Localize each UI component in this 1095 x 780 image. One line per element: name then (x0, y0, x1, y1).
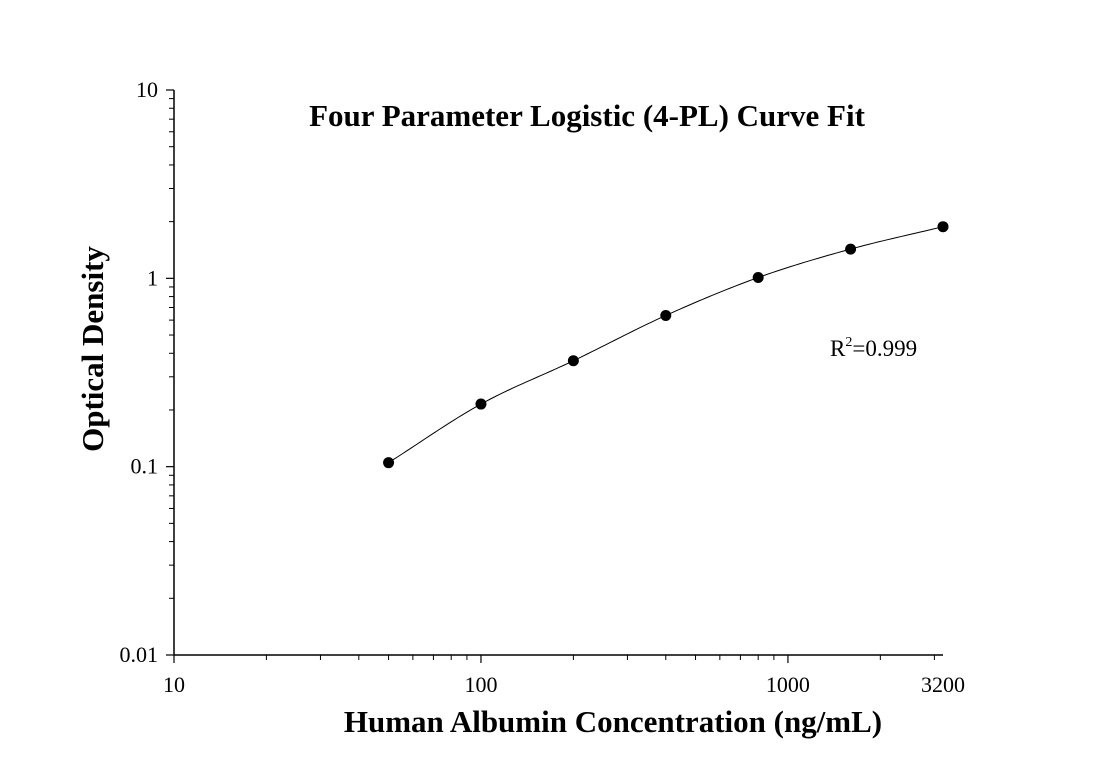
r-squared-value: =0.999 (852, 336, 917, 361)
axes (173, 90, 943, 656)
x-tick-label: 1000 (766, 672, 810, 697)
data-point (475, 398, 487, 410)
data-point (752, 272, 764, 284)
r-squared-base: R (830, 336, 846, 361)
y-tick-label: 0.01 (120, 642, 159, 667)
y-axis-label: Optical Density (75, 246, 110, 452)
y-tick-label: 0.1 (131, 454, 159, 479)
x-tick-label: 3200 (921, 672, 965, 697)
y-tick-label: 1 (147, 265, 158, 290)
data-point (383, 457, 395, 469)
data-points (383, 221, 949, 469)
r-squared-annotation: R2=0.999 (830, 335, 917, 361)
chart-title: Four Parameter Logistic (4-PL) Curve Fit (309, 98, 866, 133)
data-point (660, 309, 672, 321)
x-tick-label: 100 (464, 672, 497, 697)
x-axis-ticks: 10 100 1000 3200 (163, 655, 965, 697)
y-tick-label: 10 (136, 77, 158, 102)
x-tick-label: 10 (163, 672, 185, 697)
r-squared-superscript: 2 (845, 335, 852, 350)
data-point (937, 221, 949, 233)
data-point (567, 355, 579, 367)
data-point (845, 243, 857, 255)
x-axis-label: Human Albumin Concentration (ng/mL) (344, 704, 882, 739)
y-axis-ticks: 0.01 0.1 1 10 (120, 77, 174, 667)
